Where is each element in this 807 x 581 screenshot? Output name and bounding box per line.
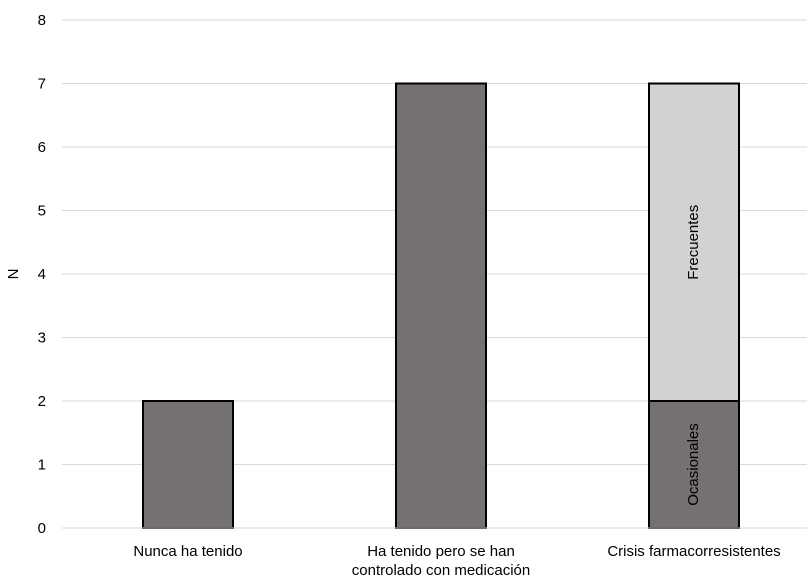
bar-segment-ocasionales <box>648 400 740 529</box>
x-tick-label: Nunca ha tenido <box>133 543 242 560</box>
y-tick-label: 4 <box>38 266 46 283</box>
segment-labels: Ocasionales Frecuentes <box>685 205 702 506</box>
y-tick-label: 2 <box>38 393 46 410</box>
x-tick-label: Ha tenido pero se han controlado con medi… <box>352 543 530 579</box>
y-axis-label: N <box>5 269 22 280</box>
x-tick-label: Crisis farmacorresistentes <box>607 543 780 560</box>
y-tick-label: 1 <box>38 457 46 474</box>
bars <box>142 82 740 529</box>
y-tick-label: 7 <box>38 76 46 93</box>
x-axis-ticks: Nunca ha tenido Ha tenido pero se han cont… <box>133 543 780 579</box>
y-tick-label: 6 <box>38 139 46 156</box>
segment-label: Ocasionales <box>685 423 702 506</box>
bar-segment-ocasionales <box>142 400 234 529</box>
y-tick-label: 8 <box>38 12 46 29</box>
y-tick-label: 3 <box>38 330 46 347</box>
y-tick-label: 5 <box>38 203 46 220</box>
bar-segment-ocasionales <box>395 82 487 529</box>
y-axis-ticks: 0 1 2 3 4 5 6 7 8 <box>38 12 46 537</box>
segment-label: Frecuentes <box>685 205 702 280</box>
y-tick-label: 0 <box>38 520 46 537</box>
bar-segment-frecuentes <box>648 82 740 402</box>
